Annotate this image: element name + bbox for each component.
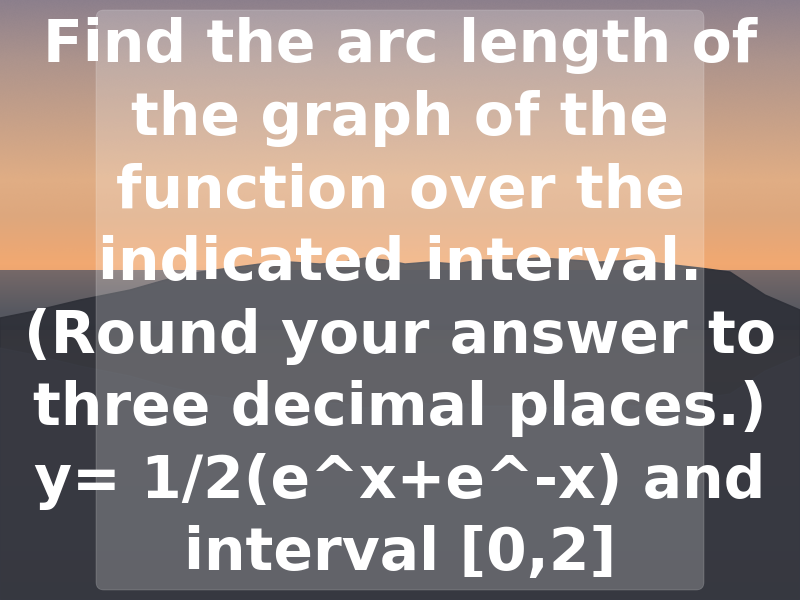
Text: function over the: function over the xyxy=(115,163,685,220)
Text: (Round your answer to: (Round your answer to xyxy=(24,308,776,365)
Text: indicated interval.: indicated interval. xyxy=(98,235,702,292)
Text: interval [0,2]: interval [0,2] xyxy=(184,526,616,583)
Polygon shape xyxy=(0,258,800,600)
Text: Find the arc length of: Find the arc length of xyxy=(43,17,757,74)
Polygon shape xyxy=(0,348,800,600)
Text: three decimal places.): three decimal places.) xyxy=(34,380,766,437)
Text: the graph of the: the graph of the xyxy=(131,90,669,147)
FancyBboxPatch shape xyxy=(96,10,704,590)
Text: y= 1/2(e^x+e^-x) and: y= 1/2(e^x+e^-x) and xyxy=(34,453,766,510)
